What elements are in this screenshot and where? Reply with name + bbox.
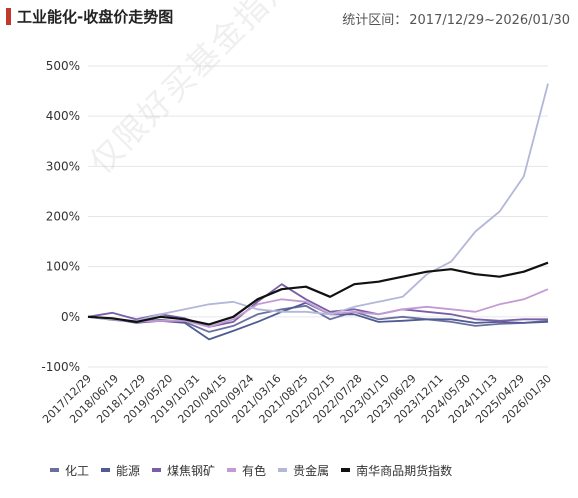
legend-label: 有色	[242, 463, 267, 478]
legend-item: 化工	[50, 462, 89, 479]
legend-swatch	[278, 468, 288, 472]
legend-item: 能源	[101, 462, 140, 479]
legend-swatch	[341, 468, 351, 472]
period-value: 2017/12/29~2026/01/30	[409, 13, 570, 28]
series-line	[87, 288, 549, 328]
series-line	[87, 261, 549, 326]
legend-swatch	[152, 468, 162, 472]
legend-item: 贵金属	[278, 462, 329, 479]
legend-swatch	[50, 468, 59, 472]
y-tick-label: -100%	[41, 360, 80, 374]
legend-swatch	[227, 468, 237, 472]
y-tick-label: 400%	[46, 109, 80, 123]
series-line	[87, 83, 549, 322]
legend-label: 煤焦钢矿	[167, 463, 216, 478]
chart-legend: 化工 能源 煤焦钢矿 有色 贵金属 南华商品期货指数	[50, 460, 570, 480]
y-tick-label: 500%	[46, 59, 80, 73]
legend-item: 煤焦钢矿	[152, 462, 215, 479]
legend-item: 南华商品期货指数	[341, 462, 452, 479]
y-tick-label: 200%	[46, 210, 80, 224]
period-range: 统计区间： 2017/12/29~2026/01/30	[342, 9, 572, 28]
title-accent-bar	[6, 8, 11, 25]
legend-label: 贵金属	[293, 463, 330, 478]
legend-label: 能源	[116, 463, 141, 478]
y-tick-label: 0%	[61, 310, 80, 324]
y-tick-label: 100%	[46, 260, 80, 274]
legend-swatch	[101, 468, 111, 472]
chart-title: 工业能化-收盘价走势图	[17, 8, 174, 26]
legend-label: 南华商品期货指数	[356, 463, 453, 478]
period-label: 统计区间：	[342, 13, 408, 28]
legend-label: 化工	[65, 463, 90, 478]
legend-item: 有色	[227, 462, 266, 479]
series-line	[87, 283, 548, 328]
y-tick-label: 300%	[46, 159, 80, 173]
